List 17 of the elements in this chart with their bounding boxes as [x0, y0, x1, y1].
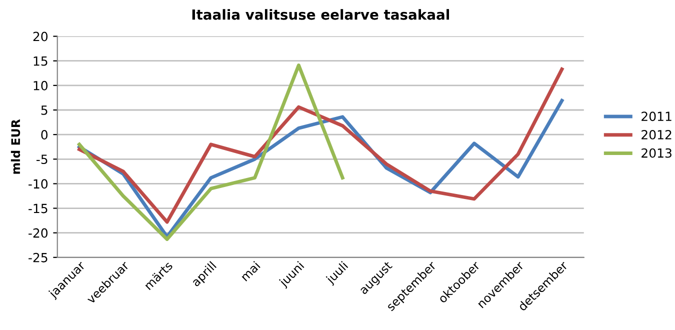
y-tick-label: -5: [36, 154, 48, 164]
y-tick-label: -10: [28, 179, 48, 189]
y-axis-title: mld EUR: [10, 119, 20, 174]
legend-label: 2013: [642, 148, 672, 158]
legend-label: 2012: [642, 130, 672, 140]
y-tick-label: 5: [41, 106, 48, 115]
y-tick-label: -20: [28, 228, 48, 238]
y-tick-label: -15: [28, 204, 48, 214]
legend-label: 2011: [642, 112, 672, 122]
y-tick-label: 20: [33, 32, 48, 42]
line-series: [78, 67, 564, 224]
line-series: [78, 64, 344, 241]
y-tick-label: 10: [34, 80, 48, 90]
y-tick-label: 0: [41, 130, 48, 140]
y-tick-label: -25: [28, 252, 48, 262]
chart-title: Itaalia valitsuse eelarve tasakaal: [192, 9, 449, 20]
y-tick-label: 15: [34, 56, 48, 66]
